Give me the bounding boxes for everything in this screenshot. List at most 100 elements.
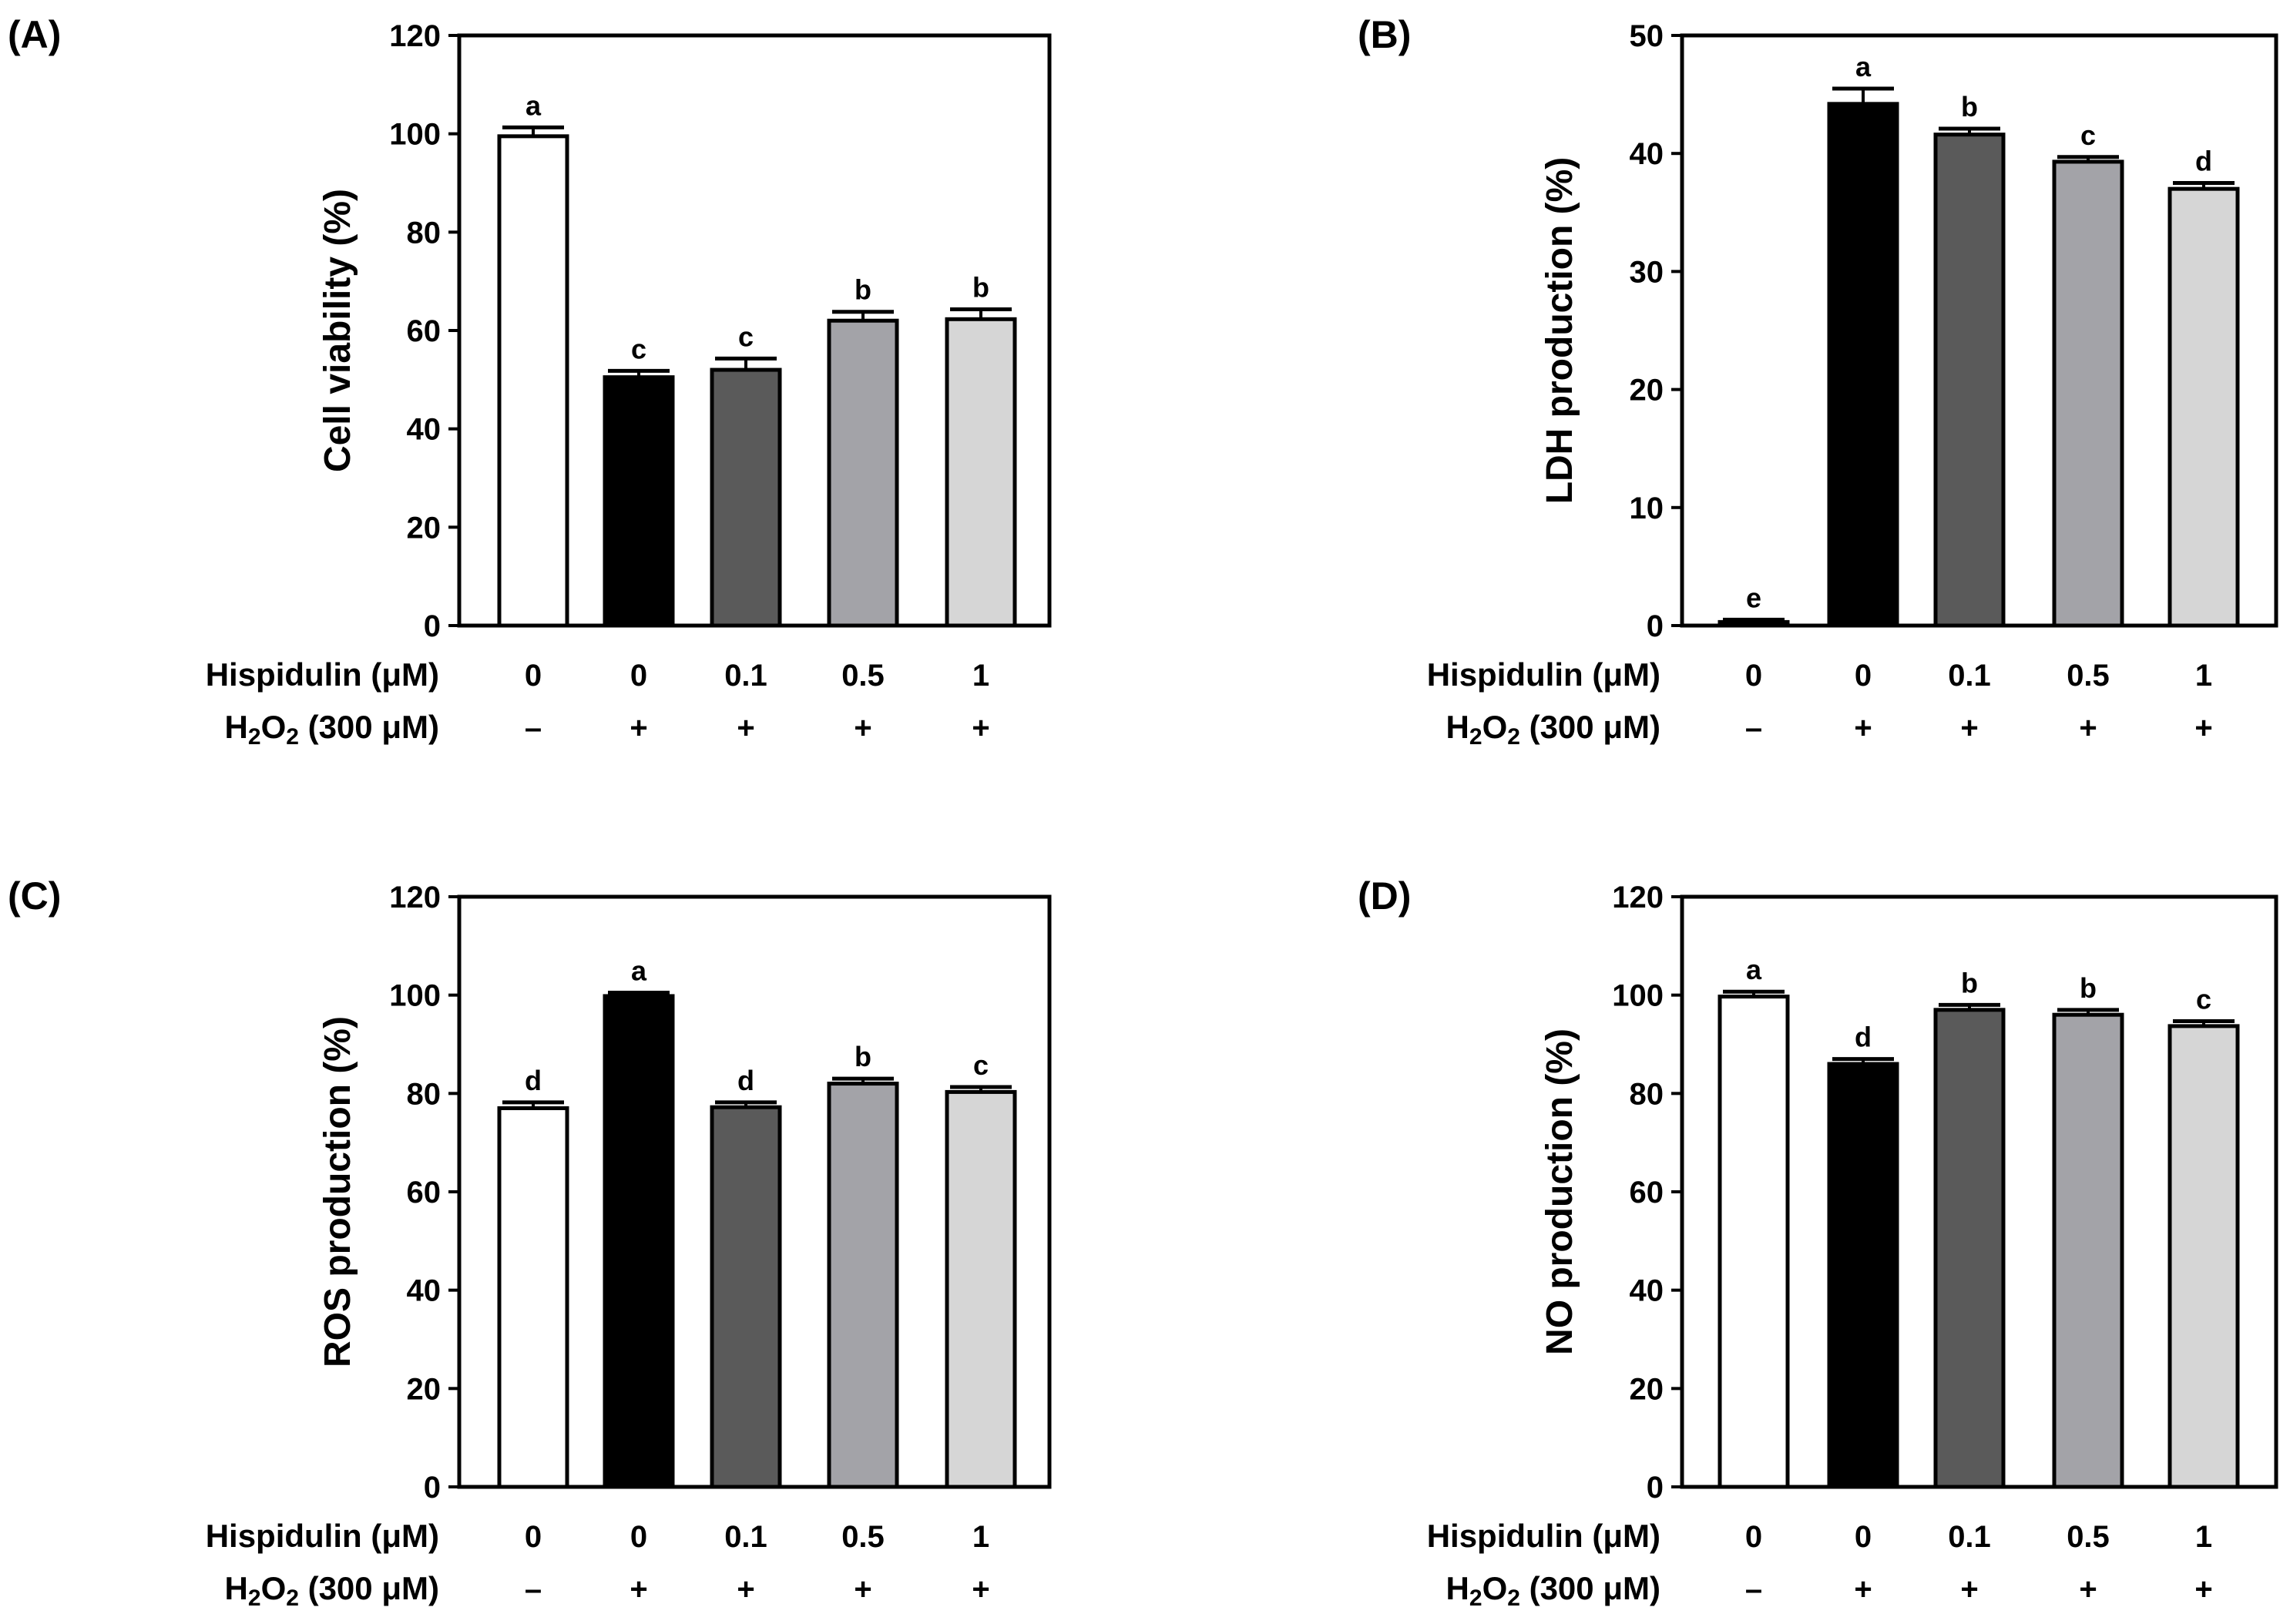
category-label-h2o2: + — [1854, 711, 1872, 745]
category-label-h2o2: + — [854, 711, 871, 745]
category-label-hispidulin: 0 — [525, 1520, 542, 1554]
bar — [710, 1105, 782, 1489]
y-tick-label: 120 — [389, 19, 441, 53]
category-label-h2o2: + — [2079, 1572, 2097, 1606]
significance-letter: a — [525, 89, 542, 121]
significance-letter: d — [737, 1065, 754, 1096]
y-axis-title: Cell viability (%) — [317, 189, 358, 472]
category-label-h2o2: + — [972, 1572, 989, 1606]
y-tick-label: 10 — [1630, 492, 1664, 525]
y-tick-label: 100 — [389, 118, 441, 152]
y-tick-label: 20 — [1630, 374, 1664, 408]
category-label-hispidulin: 1 — [2195, 1520, 2212, 1554]
y-tick-label: 60 — [407, 314, 442, 348]
significance-letter: b — [855, 274, 871, 306]
category-label-h2o2: + — [2079, 711, 2097, 745]
category-label-hispidulin: 0 — [1745, 659, 1762, 693]
significance-letter: c — [973, 1049, 989, 1081]
y-axis-title: ROS production (%) — [317, 1016, 358, 1367]
bar — [497, 134, 569, 628]
y-tick-label: 120 — [389, 881, 441, 914]
row-label-h2o2: H2O2 (300 μM) — [1446, 1570, 1660, 1611]
y-tick-label: 100 — [389, 979, 441, 1013]
significance-letter: b — [2080, 972, 2097, 1004]
bar — [1718, 619, 1790, 628]
bar — [603, 375, 675, 628]
category-label-hispidulin: 1 — [2195, 659, 2212, 693]
category-label-h2o2: + — [737, 711, 754, 745]
category-label-h2o2: – — [525, 1572, 542, 1606]
category-label-h2o2: – — [525, 711, 542, 745]
category-label-hispidulin: 0.1 — [1948, 659, 1991, 693]
category-label-hispidulin: 0.1 — [724, 1520, 767, 1554]
category-label-hispidulin: 0 — [525, 659, 542, 693]
row-label-hispidulin: Hispidulin (μM) — [1427, 1518, 1660, 1554]
bar — [1933, 133, 2006, 628]
bar — [945, 1089, 1017, 1489]
significance-letter: c — [631, 333, 646, 364]
row-label-h2o2: H2O2 (300 μM) — [1446, 709, 1660, 750]
y-tick-label: 40 — [1630, 137, 1664, 171]
category-label-hispidulin: 0.5 — [841, 1520, 885, 1554]
category-label-hispidulin: 0 — [1855, 659, 1872, 693]
bar — [710, 367, 782, 628]
category-label-hispidulin: 0.1 — [724, 659, 767, 693]
category-label-h2o2: + — [2194, 1572, 2212, 1606]
category-label-hispidulin: 0 — [1855, 1520, 1872, 1554]
y-tick-label: 40 — [407, 413, 442, 447]
significance-letter: e — [1746, 582, 1761, 613]
y-tick-label: 80 — [407, 216, 442, 250]
y-tick-label: 20 — [407, 511, 442, 545]
y-tick-label: 80 — [407, 1077, 442, 1111]
y-tick-label: 100 — [1612, 979, 1664, 1013]
row-label-h2o2: H2O2 (300 μM) — [225, 709, 439, 750]
category-label-h2o2: – — [1745, 711, 1762, 745]
y-tick-label: 0 — [424, 1471, 441, 1505]
category-label-h2o2: + — [972, 711, 989, 745]
y-tick-label: 50 — [1630, 19, 1664, 53]
bar — [497, 1106, 569, 1489]
category-label-h2o2: + — [737, 1572, 754, 1606]
significance-letter: c — [2196, 983, 2211, 1015]
panel-label: (D) — [1358, 874, 1411, 918]
category-label-hispidulin: 0.1 — [1948, 1520, 1991, 1554]
y-tick-label: 20 — [407, 1372, 442, 1406]
row-label-hispidulin: Hispidulin (μM) — [206, 1518, 439, 1554]
y-tick-label: 40 — [407, 1274, 442, 1308]
category-label-hispidulin: 0.5 — [2067, 659, 2110, 693]
bar — [827, 1082, 899, 1489]
y-tick-label: 0 — [424, 609, 441, 643]
category-label-h2o2: + — [630, 711, 647, 745]
bar — [1827, 1062, 1899, 1489]
significance-letter: b — [855, 1041, 871, 1072]
y-tick-label: 60 — [407, 1176, 442, 1210]
bar — [2052, 159, 2124, 628]
significance-letter: c — [738, 320, 754, 352]
bar — [2052, 1012, 2124, 1489]
bar — [1827, 102, 1899, 628]
y-tick-label: 0 — [1647, 609, 1664, 643]
significance-letter: c — [2080, 119, 2096, 151]
category-label-h2o2: + — [1960, 1572, 1978, 1606]
y-tick-label: 0 — [1647, 1471, 1664, 1505]
significance-letter: d — [525, 1065, 542, 1096]
category-label-h2o2: + — [630, 1572, 647, 1606]
category-label-hispidulin: 0.5 — [2067, 1520, 2110, 1554]
significance-letter: b — [972, 272, 989, 304]
category-label-hispidulin: 0.5 — [841, 659, 885, 693]
bar — [827, 318, 899, 628]
significance-letter: a — [1746, 954, 1762, 985]
row-label-h2o2: H2O2 (300 μM) — [225, 1570, 439, 1611]
category-label-hispidulin: 0 — [1745, 1520, 1762, 1554]
category-label-hispidulin: 0 — [630, 1520, 647, 1554]
bar — [603, 994, 675, 1489]
significance-letter: b — [1961, 967, 1978, 998]
y-tick-label: 20 — [1630, 1372, 1664, 1406]
category-label-hispidulin: 1 — [972, 1520, 989, 1554]
significance-letter: a — [631, 955, 647, 986]
y-tick-label: 30 — [1630, 255, 1664, 289]
